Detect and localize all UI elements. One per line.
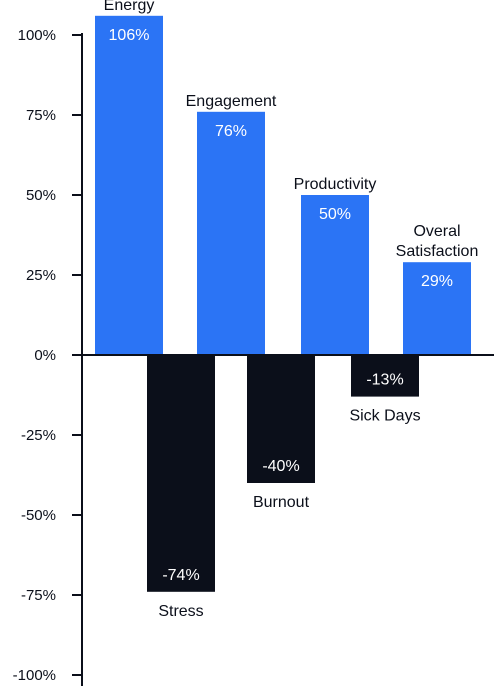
category-label-overal-satisfaction: Overal Satisfaction [396,223,479,260]
y-tick-label: -100% [13,667,56,684]
bar-burnout [247,355,315,483]
bar-overal-satisfaction [403,262,471,355]
value-label-overal-satisfaction: 29% [421,273,453,290]
y-tick-label: 50% [26,187,56,204]
category-label-productivity: Productivity [294,176,377,193]
category-label-engagement: Engagement [186,93,277,110]
bar-engagement [197,111,265,355]
bar-stress [147,355,215,592]
value-label-sick-days: -13% [366,372,403,389]
y-tick-label: -75% [21,587,56,604]
value-label-engagement: 76% [215,123,247,140]
y-tick-label: 25% [26,267,56,284]
axes-group: 100% 75% 50% 25% 0% -25% -50% -75% -100% [13,27,494,686]
value-label-burnout: -40% [262,458,299,475]
y-tick-label: 0% [34,347,56,364]
value-label-stress: -74% [162,567,199,584]
category-label-energy: Energy [104,0,155,14]
labels-group: 106% Energy -74% Stress 76% Engagement -40% Bur… [104,0,479,620]
bar-productivity [301,195,369,355]
y-tick-label: 75% [26,107,56,124]
value-label-energy: 106% [109,27,150,44]
category-label-burnout: Burnout [253,494,310,511]
category-label-sick-days: Sick Days [349,408,420,425]
y-tick-label: 100% [18,27,56,44]
category-label-stress: Stress [158,603,203,620]
y-tick-label: -25% [21,427,56,444]
bar-energy [95,15,163,356]
bar-sick-days [351,355,419,397]
bars-group [95,15,471,592]
value-label-productivity: 50% [319,206,351,223]
y-tick-label: -50% [21,507,56,524]
